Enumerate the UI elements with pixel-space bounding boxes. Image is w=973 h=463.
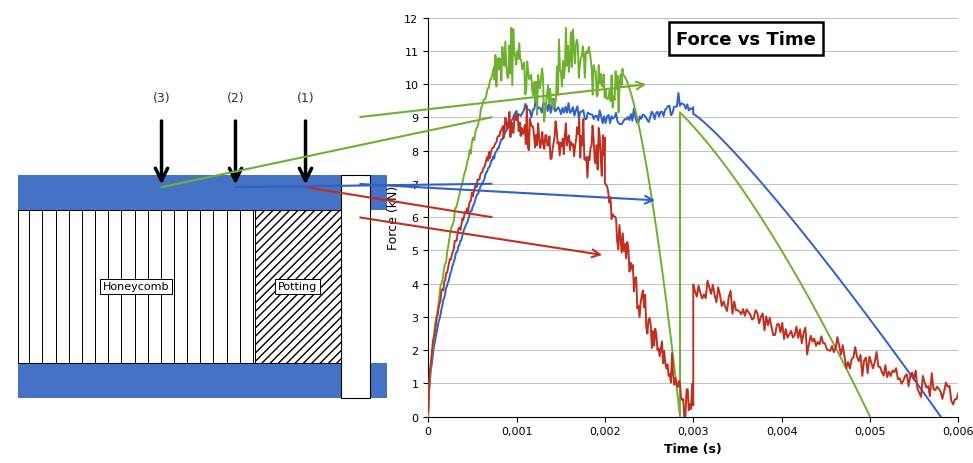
Text: Honeycomb: Honeycomb xyxy=(103,282,169,292)
Text: Potting: Potting xyxy=(278,282,317,292)
X-axis label: Time (s): Time (s) xyxy=(665,442,722,455)
Text: (2): (2) xyxy=(227,91,244,104)
Y-axis label: Force (kN): Force (kN) xyxy=(387,186,400,250)
Text: (3): (3) xyxy=(153,91,170,104)
Bar xyxy=(18,363,387,398)
Bar xyxy=(18,175,387,211)
Bar xyxy=(255,211,341,363)
Text: (1): (1) xyxy=(297,91,314,104)
Text: Force vs Time: Force vs Time xyxy=(676,31,816,49)
Bar xyxy=(18,211,255,363)
Bar xyxy=(341,175,370,398)
